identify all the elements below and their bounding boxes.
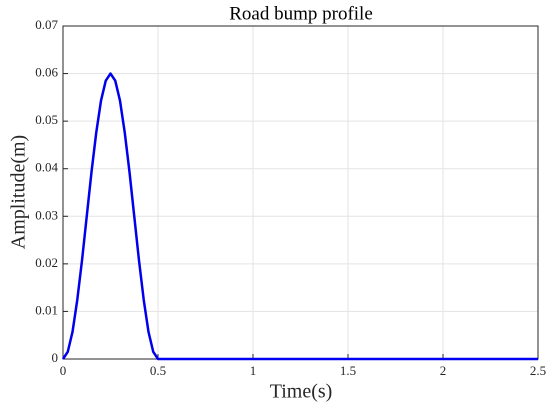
y-tick-label: 0: [52, 350, 59, 365]
x-tick-label: 2.5: [530, 363, 546, 378]
plot-area: [63, 26, 538, 359]
x-axis-label: Time(s): [270, 381, 333, 403]
data-line: [61, 72, 538, 361]
y-tick-label: 0.06: [35, 65, 58, 80]
y-tick-label: 0.02: [35, 255, 58, 270]
y-tick-label: 0.01: [35, 302, 58, 317]
x-tick-label: 1: [250, 363, 257, 378]
x-tick-label: 0: [60, 363, 67, 378]
x-tick-label: 2: [440, 363, 447, 378]
chart-title: Road bump profile: [229, 3, 373, 24]
y-tick-label: 0.03: [35, 207, 58, 222]
y-axis-label: Amplitude(m): [8, 135, 30, 249]
x-tick-label: 0.5: [150, 363, 166, 378]
y-tick-label: 0.04: [35, 160, 58, 175]
y-tick-label: 0.07: [35, 17, 58, 32]
x-tick-label: 1.5: [340, 363, 356, 378]
y-tick-label: 0.05: [35, 112, 58, 127]
